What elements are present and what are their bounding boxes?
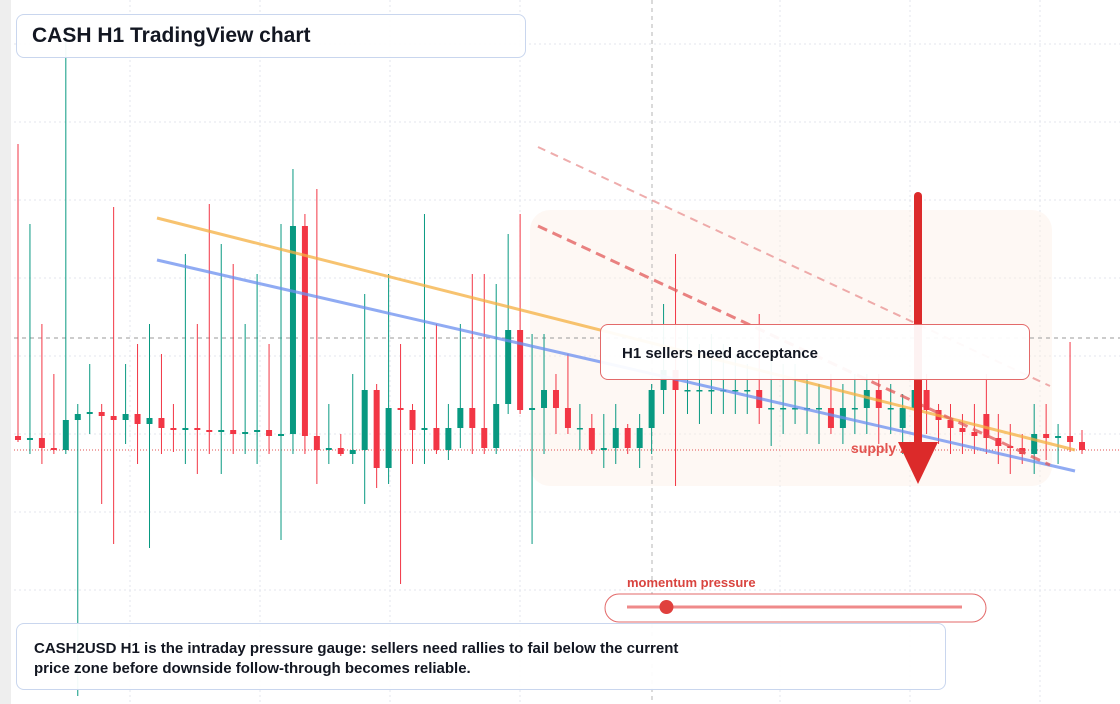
candle-body [827,408,834,428]
candle-body [50,448,57,450]
candle-body [660,370,667,390]
candle-body [433,428,440,450]
candle-body [851,408,858,410]
candle-body [887,408,894,410]
momentum-knob [659,600,674,614]
candle-body [38,438,45,448]
candle-body [923,390,930,410]
candle-body [313,436,320,450]
candle-body [899,408,906,428]
candle-body [541,390,548,408]
candle-body [1067,436,1074,442]
candle-body [744,390,751,392]
candle-body [170,428,177,430]
candle-body [529,408,536,410]
candle-body [600,448,607,450]
candle-body [86,412,93,414]
candle-body [122,414,129,420]
candle-body [576,428,583,430]
candle-body [768,408,775,410]
candle-body [194,428,201,430]
chart-title: CASH H1 TradingView chart [16,14,526,58]
candle-body [397,408,404,410]
candle-body [815,408,822,410]
candle-body [517,330,524,410]
candle-body [648,390,655,428]
candle-body [421,428,428,430]
candle-body [457,408,464,428]
candle-body [266,430,273,436]
candle-body [732,390,739,392]
momentum-label: momentum pressure [627,575,756,590]
candle-body [469,408,476,428]
candle-body [959,428,966,432]
channel-line-upper [537,146,1051,387]
candle-body [325,448,332,450]
candle-body [481,428,488,448]
candle-body [337,448,344,454]
candle-body [995,438,1002,446]
candle-body [74,414,81,420]
candle-body [792,408,799,410]
candle-body [301,226,308,436]
candle-body [947,420,954,428]
arrow-head [898,442,938,484]
candle-body [1031,434,1038,454]
candle-body [1079,442,1085,450]
candle-body [146,418,153,424]
candle-body [242,432,249,434]
candle-body [110,416,117,420]
candle-body [134,414,141,424]
candle-body [1055,436,1062,438]
candle-body [409,410,416,430]
footer-note: CASH2USD H1 is the intraday pressure gau… [16,623,946,690]
candle-body [696,390,703,392]
candle-body [182,428,189,430]
candle-body [15,436,21,440]
candle-body [373,390,380,468]
candle-body [684,390,691,392]
candle-body [385,408,392,468]
candle-body [983,414,990,438]
candle-body [552,390,559,408]
candle-body [230,430,237,434]
candles [15,40,1085,696]
candle-body [636,428,643,448]
candle-body [218,430,225,432]
candle-body [254,430,261,432]
candle-body [493,404,500,448]
candle-body [289,226,296,434]
footer-text: CASH2USD H1 is the intraday pressure gau… [34,640,679,677]
candle-body [98,412,105,416]
candle-body [971,432,978,436]
candle-body [505,330,512,404]
candle-body [708,390,715,392]
callout: H1 sellers need acceptance [600,324,1030,380]
candle-body [361,390,368,450]
candle-body [206,430,213,432]
candle-body [588,428,595,450]
candle-body [863,390,870,408]
candle-body [445,428,452,450]
candle-body [349,450,356,454]
candle-body [624,428,631,448]
channel-line [537,224,1051,467]
candle-body [612,428,619,448]
candle-body [62,420,69,450]
candle-body [1043,434,1050,438]
left-edge [0,0,11,704]
candle-body [26,438,33,440]
candle-body [278,434,285,436]
candle-body [780,408,787,410]
candle-body [564,408,571,428]
candle-body [158,418,165,428]
